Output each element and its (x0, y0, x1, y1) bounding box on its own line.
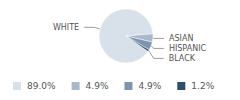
svg-text:HISPANIC: HISPANIC (169, 44, 207, 53)
svg-text:4.9%: 4.9% (86, 81, 109, 91)
svg-text:BLACK: BLACK (169, 54, 196, 63)
svg-text:4.9%: 4.9% (138, 81, 161, 91)
svg-text:ASIAN: ASIAN (169, 34, 193, 43)
svg-text:89.0%: 89.0% (27, 81, 56, 91)
svg-text:WHITE: WHITE (53, 23, 79, 32)
svg-text:1.2%: 1.2% (191, 81, 214, 91)
